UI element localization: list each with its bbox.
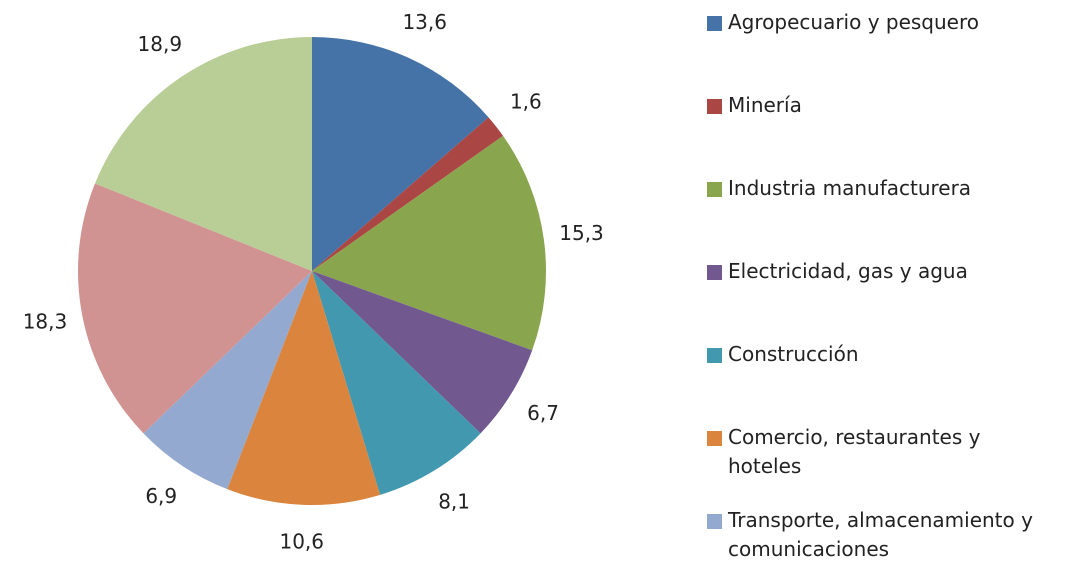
legend-label: Agropecuario y pesquero — [728, 10, 980, 34]
legend-label: Minería — [728, 93, 802, 117]
legend-item: Comercio, restaurantes y hoteles — [707, 423, 1057, 481]
data-label: 6,7 — [527, 401, 559, 425]
data-label: 6,9 — [145, 484, 177, 508]
pie-slice — [312, 117, 504, 271]
pie-slice — [227, 271, 381, 506]
legend-label: Transporte, almacenamiento y comunicacio… — [728, 508, 1033, 561]
chart: 13,6 1,6 15,3 6,7 8,1 10,6 6,9 18,3 18,9 — [23, 10, 604, 553]
pie-slice — [94, 37, 312, 271]
legend-label: Construcción — [728, 342, 859, 366]
data-label: 1,6 — [510, 89, 542, 113]
legend-swatch — [707, 99, 722, 114]
legend-swatch — [707, 348, 722, 363]
data-label: 8,1 — [438, 489, 470, 513]
legend-swatch — [707, 182, 722, 197]
data-label: 15,3 — [559, 221, 604, 245]
legend-item: Electricidad, gas y agua — [707, 257, 1057, 286]
legend-swatch — [707, 514, 722, 529]
legend-label: Electricidad, gas y agua — [728, 259, 968, 283]
legend-item: Construcción — [707, 340, 1057, 369]
data-label: 10,6 — [279, 529, 324, 553]
pie-slice — [312, 135, 546, 351]
legend-item: Transporte, almacenamiento y comunicacio… — [707, 506, 1057, 564]
pie-slice — [77, 183, 312, 434]
legend-swatch — [707, 16, 722, 31]
data-label: 18,3 — [23, 309, 68, 333]
data-label: 13,6 — [402, 10, 447, 34]
legend-item: Industria manufacturera — [707, 174, 1057, 203]
pie-slice — [312, 271, 533, 434]
pie-slice — [312, 37, 489, 271]
legend-swatch — [707, 265, 722, 280]
legend-item: Minería — [707, 91, 1057, 120]
pie-slice — [143, 271, 312, 490]
legend-item: Agropecuario y pesquero — [707, 8, 1057, 37]
data-label: 18,9 — [138, 32, 183, 56]
legend-label: Comercio, restaurantes y hoteles — [728, 425, 981, 478]
legend-label: Industria manufacturera — [728, 176, 972, 200]
legend-swatch — [707, 431, 722, 446]
pie-slice — [312, 271, 481, 495]
